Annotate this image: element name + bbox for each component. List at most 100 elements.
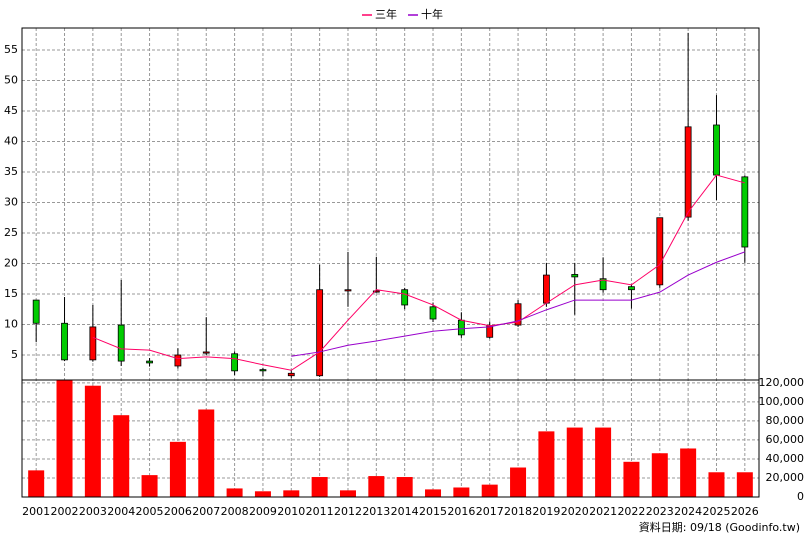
volume-bar (538, 431, 555, 497)
candle-body (571, 274, 579, 278)
volume-bar (651, 453, 668, 497)
y2-tick-label: 100,000 (759, 395, 805, 408)
volume-bar (623, 461, 640, 497)
candle-body (117, 324, 125, 362)
candle-body (344, 289, 352, 292)
candle-body (514, 303, 522, 326)
candle-body (372, 290, 380, 293)
x-tick-label: 2008 (221, 505, 249, 518)
x-tick-label: 2016 (447, 505, 475, 518)
candle-body (457, 319, 465, 336)
x-tick-label: 2013 (362, 505, 390, 518)
volume-bar (254, 491, 271, 497)
candle-body (741, 176, 749, 248)
candle-body (231, 353, 238, 372)
y-tick-label: 25 (4, 226, 18, 239)
y-tick-label: 20 (4, 256, 18, 269)
y2-tick-label: 80,000 (766, 414, 805, 427)
volume-bar (56, 380, 73, 497)
volume-bar (736, 472, 753, 497)
candle-body (656, 217, 664, 286)
x-tick-label: 2012 (334, 505, 362, 518)
x-tick-label: 2001 (22, 505, 50, 518)
volume-bar (368, 476, 385, 497)
candle-body (89, 326, 97, 361)
x-tick-label: 2019 (532, 505, 560, 518)
y2-tick-label: 40,000 (766, 452, 805, 465)
x-tick-label: 2015 (419, 505, 447, 518)
x-tick-label: 2003 (79, 505, 107, 518)
volume-bar (566, 427, 583, 497)
x-tick-label: 2022 (617, 505, 645, 518)
y-tick-label: 55 (4, 43, 18, 56)
y-tick-label: 50 (4, 73, 18, 86)
x-tick-label: 2024 (674, 505, 702, 518)
y2-tick-label: 60,000 (766, 433, 805, 446)
candle-body (61, 322, 68, 361)
volume-bar (595, 427, 612, 497)
x-tick-label: 2002 (51, 505, 79, 518)
y2-tick-label: 120,000 (759, 376, 805, 389)
y-tick-label: 45 (4, 104, 18, 117)
volume-bar (453, 487, 470, 497)
x-tick-label: 2020 (561, 505, 589, 518)
candle-body (684, 126, 692, 218)
volume-bar (339, 490, 356, 497)
volume-bar (425, 489, 442, 497)
x-tick-label: 2021 (589, 505, 617, 518)
candle-body (429, 306, 437, 320)
x-tick-label: 2005 (136, 505, 164, 518)
x-tick-label: 2025 (702, 505, 730, 518)
legend-label: 三年 (375, 7, 397, 21)
candle-body (628, 286, 635, 291)
x-tick-label: 2006 (164, 505, 192, 518)
volume-bar (28, 470, 45, 497)
y2-tick-label: 20,000 (766, 471, 805, 484)
y-tick-label: 40 (4, 134, 18, 147)
y-tick-label: 15 (4, 287, 18, 300)
candle-body (401, 289, 409, 306)
x-tick-label: 2018 (504, 505, 532, 518)
volume-panel-frame (21, 379, 760, 498)
y-tick-label: 5 (11, 348, 18, 361)
y-tick-label: 10 (4, 317, 18, 330)
volume-bar (680, 448, 697, 497)
candle-body (599, 278, 607, 291)
x-tick-label: 2004 (107, 505, 135, 518)
y2-tick-label: 0 (797, 490, 804, 503)
x-tick-label: 2009 (249, 505, 277, 518)
volume-bar (226, 488, 243, 497)
volume-bar (481, 484, 498, 497)
candle-body (32, 299, 40, 324)
x-tick-label: 2026 (731, 505, 759, 518)
line-series (291, 251, 745, 357)
candle-body (713, 124, 720, 176)
candle-body (174, 354, 182, 367)
candle-body (146, 360, 153, 364)
x-tick-label: 2011 (306, 505, 334, 518)
volume-bar (283, 490, 300, 497)
volume-bar (113, 415, 130, 497)
candle-body (543, 274, 550, 304)
x-tick-label: 2023 (646, 505, 674, 518)
volume-bar (169, 441, 186, 497)
candle-body (287, 372, 295, 377)
x-tick-label: 2010 (277, 505, 305, 518)
volume-bar (198, 409, 215, 497)
y-tick-label: 30 (4, 195, 18, 208)
candle-body (202, 351, 210, 354)
volume-bar (84, 385, 101, 497)
volume-bar (141, 475, 158, 497)
volume-bar (396, 477, 413, 497)
legend-label: 十年 (421, 7, 443, 21)
line-series (92, 174, 745, 371)
volume-bar (510, 467, 527, 497)
volume-bar (311, 477, 328, 497)
x-tick-label: 2014 (391, 505, 419, 518)
x-tick-label: 2017 (476, 505, 504, 518)
footnote: 資料日期: 09/18 (Goodinfo.tw) (639, 520, 800, 534)
candle-body (259, 369, 267, 372)
volume-bar (708, 472, 725, 497)
